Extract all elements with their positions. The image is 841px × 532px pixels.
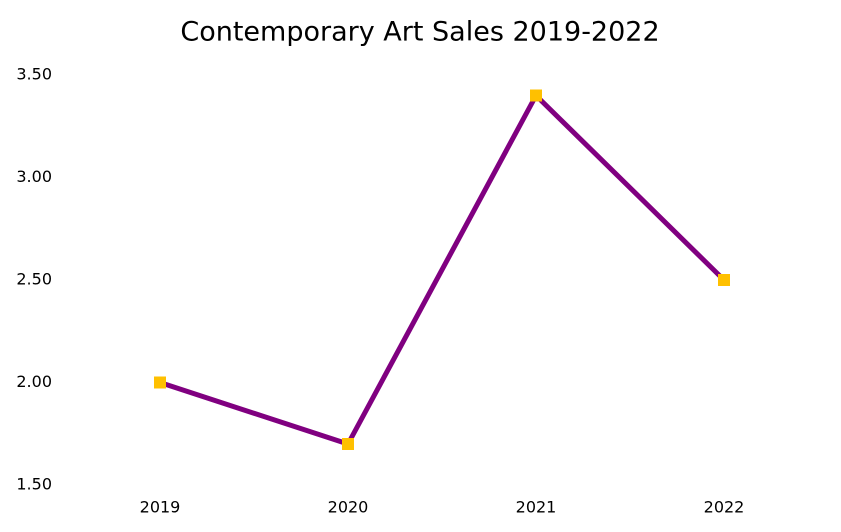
x-tick-label: 2022 (704, 498, 745, 517)
chart-title: Contemporary Art Sales 2019-2022 (180, 17, 659, 48)
x-tick-label: 2021 (516, 498, 557, 517)
y-tick-label: 1.50 (16, 475, 52, 494)
y-tick-label: 2.50 (16, 270, 52, 289)
x-tick-label: 2020 (328, 498, 369, 517)
y-tick-label: 2.00 (16, 372, 52, 391)
marker (718, 274, 730, 286)
series-line (159, 93, 726, 447)
y-tick-label: 3.50 (16, 65, 52, 84)
marker (342, 438, 354, 450)
y-tick-label: 3.00 (16, 167, 52, 186)
marker (154, 376, 166, 389)
marker (530, 89, 542, 102)
x-tick-label: 2019 (140, 498, 181, 517)
